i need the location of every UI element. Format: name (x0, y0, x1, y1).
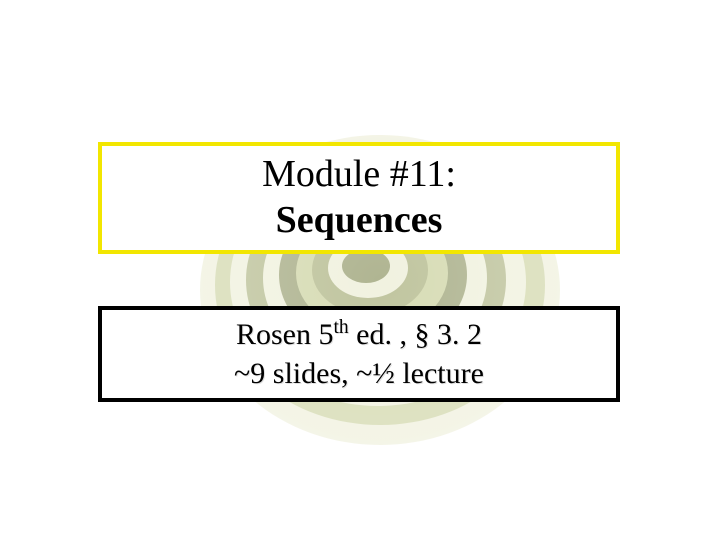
subtitle-line-1-sup: th (334, 317, 349, 338)
title-line-1: Module #11: (262, 152, 456, 198)
subtitle-line-2: ~9 slides, ~½ lecture (234, 354, 484, 393)
title-box: Module #11: Sequences (98, 142, 620, 254)
subtitle-box: Rosen 5th ed. , § 3. 2 ~9 slides, ~½ lec… (98, 306, 620, 402)
subtitle-line-1-suffix: ed. , § 3. 2 (349, 318, 482, 351)
subtitle-line-1: Rosen 5th ed. , § 3. 2 (236, 315, 482, 354)
subtitle-line-1-prefix: Rosen 5 (236, 318, 334, 351)
title-line-2: Sequences (276, 198, 443, 244)
